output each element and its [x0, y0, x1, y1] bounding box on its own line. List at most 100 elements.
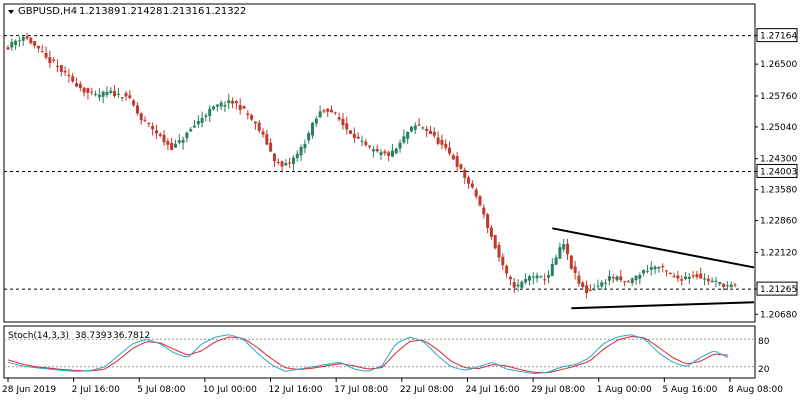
candle [71, 72, 75, 83]
candle-body [638, 274, 642, 279]
candle [143, 116, 147, 123]
candle-body [94, 94, 98, 96]
candle-body [6, 47, 10, 50]
candle [497, 241, 501, 262]
candle-body [687, 276, 691, 279]
candle [6, 45, 10, 50]
candle-body [29, 37, 33, 44]
time-tick-label: 12 Jul 16:00 [269, 385, 323, 395]
candle [729, 281, 733, 288]
candle [318, 105, 322, 118]
candle [516, 279, 520, 292]
candle [489, 224, 493, 240]
candle-body [189, 129, 193, 132]
price-tick-label: 1.24003 [760, 167, 797, 177]
candle-body [44, 52, 48, 58]
candle-body [67, 75, 71, 77]
candle [543, 273, 547, 285]
candle [664, 270, 668, 277]
candle-body [227, 100, 231, 104]
candle [390, 143, 394, 158]
candle [231, 97, 235, 109]
candle [219, 100, 223, 111]
candle-body [489, 227, 493, 237]
candle [379, 149, 383, 160]
time-tick-label: 10 Jul 00:00 [203, 385, 257, 395]
price-pane[interactable]: 1.27164 1.26500 1.25760 1.25040 1.24300 1.240… [3, 3, 798, 323]
candle [105, 86, 109, 98]
candle [151, 122, 155, 136]
collapse-triangle-icon[interactable] [8, 10, 14, 14]
candle-body [436, 137, 440, 144]
candle [535, 272, 539, 283]
candle-body [729, 284, 733, 288]
candle-body [250, 115, 254, 120]
descending-trendline[interactable] [552, 227, 755, 269]
candle-body [261, 131, 265, 135]
candle-body [634, 275, 638, 281]
candle-body [645, 270, 649, 272]
candle-body [604, 282, 608, 284]
candle [623, 281, 627, 287]
candle [356, 132, 360, 139]
candle-body [330, 109, 334, 113]
candle-body [326, 108, 330, 112]
candle-body [455, 156, 459, 167]
candle [554, 254, 558, 266]
candle-body [360, 140, 364, 142]
candle [265, 130, 269, 146]
candle-body [451, 155, 455, 160]
candle [657, 266, 661, 273]
time-tick-label: 5 Jul 08:00 [137, 385, 186, 395]
candle-body [566, 243, 570, 255]
time-tick-label: 22 Jul 08:00 [400, 385, 454, 395]
candle [611, 274, 615, 283]
candle [604, 278, 608, 290]
time-tick-label: 29 Jul 08:00 [531, 385, 585, 395]
candle [436, 131, 440, 146]
candle-body [710, 280, 714, 283]
ascending-trendline[interactable] [571, 301, 755, 310]
candle-body [668, 272, 672, 275]
candle-body [356, 136, 360, 139]
candle-body [139, 113, 143, 121]
candle-body [467, 177, 471, 184]
candle [394, 147, 398, 155]
candle [337, 112, 341, 122]
candle [638, 272, 642, 285]
candle-body [585, 285, 589, 294]
candle [124, 90, 128, 101]
horizontal-levels [4, 35, 755, 290]
candle-body [158, 134, 162, 136]
candles [6, 32, 737, 299]
candle [672, 272, 676, 279]
candle-body [86, 88, 90, 93]
candle [402, 129, 406, 145]
candle [733, 282, 737, 288]
candle [109, 87, 113, 95]
candle [29, 37, 33, 45]
time-tick-label: 17 Jul 08:00 [334, 385, 388, 395]
candle [467, 175, 471, 189]
stochastic-pane[interactable]: Stoch(14,3,3) 38.7393 36.7812 80 20 [3, 325, 770, 379]
candle-body [234, 101, 238, 104]
candle-body [543, 279, 547, 281]
candle [588, 284, 592, 292]
price-tick-label: 1.21265 [760, 285, 797, 295]
candle-body [703, 278, 707, 280]
candle [569, 254, 573, 270]
candle-body [311, 122, 315, 136]
candle-body [592, 289, 596, 291]
candle-body [90, 91, 94, 93]
candle [680, 275, 684, 286]
candle-body [535, 275, 539, 279]
candle-body [520, 281, 524, 288]
candle-body [406, 131, 410, 139]
candle-body [626, 281, 630, 283]
candle [215, 103, 219, 112]
candle [67, 68, 71, 83]
candle-body [177, 140, 181, 143]
candle [55, 59, 59, 73]
price-level-tag [756, 281, 798, 296]
